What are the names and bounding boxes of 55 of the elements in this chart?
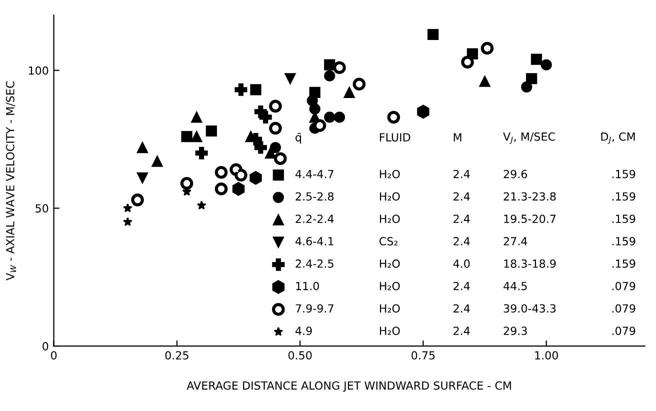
legend-label: 2.5-2.8 (296, 192, 334, 201)
annotation: 29.6 (504, 170, 528, 178)
annotation: 4.0 (453, 259, 470, 268)
x-axis-title: AVERAGE DISTANCE ALONG JET WINDWARD SURFACE - CM (186, 381, 511, 392)
annotation: 19.5-20.7 (504, 214, 556, 224)
annotation: H₂O (380, 282, 400, 290)
legend-label: 2.4-2.5 (296, 259, 334, 268)
annotation: .159 (612, 237, 636, 246)
x-tick-label: 0.25 (165, 351, 188, 360)
annotation: V$_{J}$, M/SEC (503, 132, 555, 144)
annotation: 29.3 (504, 326, 527, 336)
annotation: 2.4 (454, 214, 470, 223)
legend-label: 4.4-4.7 (295, 170, 334, 178)
annotation: FLUID (380, 133, 410, 142)
annotation: 2.4 (454, 304, 470, 312)
annotation: 2.4 (454, 170, 470, 178)
annotation: 2.4 (454, 192, 470, 200)
annotation: CS₂ (379, 237, 398, 246)
y-tick-label: 0 (42, 342, 48, 350)
x-tick-label: 0.75 (412, 351, 435, 360)
annotation: H₂O (380, 214, 400, 224)
annotation: .159 (612, 170, 636, 178)
annotation: .079 (612, 304, 636, 313)
annotation: 2.4 (454, 237, 470, 246)
annotation: q̄ (296, 133, 301, 144)
annotation: .159 (612, 214, 636, 224)
x-tick-label: 1.00 (535, 351, 558, 360)
annotation: H₂O (380, 170, 400, 178)
x-tick-label: 0.50 (288, 351, 312, 360)
legend-label: 11.0 (296, 282, 319, 290)
legend-label: 4.9 (295, 326, 312, 336)
annotation: H₂O (380, 304, 400, 313)
annotation: 39.0-43.3 (504, 304, 556, 313)
annotation: H₂O (380, 326, 400, 336)
annotation: .159 (612, 192, 636, 201)
annotation: 2.4 (454, 326, 470, 335)
y-tick-label: 100 (28, 66, 48, 75)
annotation: 27.4 (504, 237, 528, 246)
annotation: M (454, 133, 462, 142)
legend-label: 7.9-9.7 (296, 304, 334, 313)
annotation: H₂O (380, 192, 400, 201)
legend-label: 4.6-4.1 (295, 237, 334, 246)
y-axis-title: V$_{W}$ - AXIAL WAVE VELOCITY - M/SEC (6, 81, 16, 280)
annotation: .079 (612, 282, 636, 290)
annotation: 21.3-23.8 (504, 192, 556, 201)
annotation: H₂O (380, 259, 400, 268)
legend-label: 2.2-2.4 (296, 214, 334, 223)
annotation: 18.3-18.9 (504, 259, 556, 268)
annotation: .159 (612, 259, 636, 268)
x-tick-label: 0 (50, 351, 57, 360)
y-tick-label: 50 (36, 204, 48, 213)
annotation: .079 (612, 326, 636, 336)
annotation: D$_{J}$, CM (601, 132, 635, 144)
annotation: 2.4 (454, 282, 470, 290)
annotation: 44.5 (504, 282, 527, 290)
